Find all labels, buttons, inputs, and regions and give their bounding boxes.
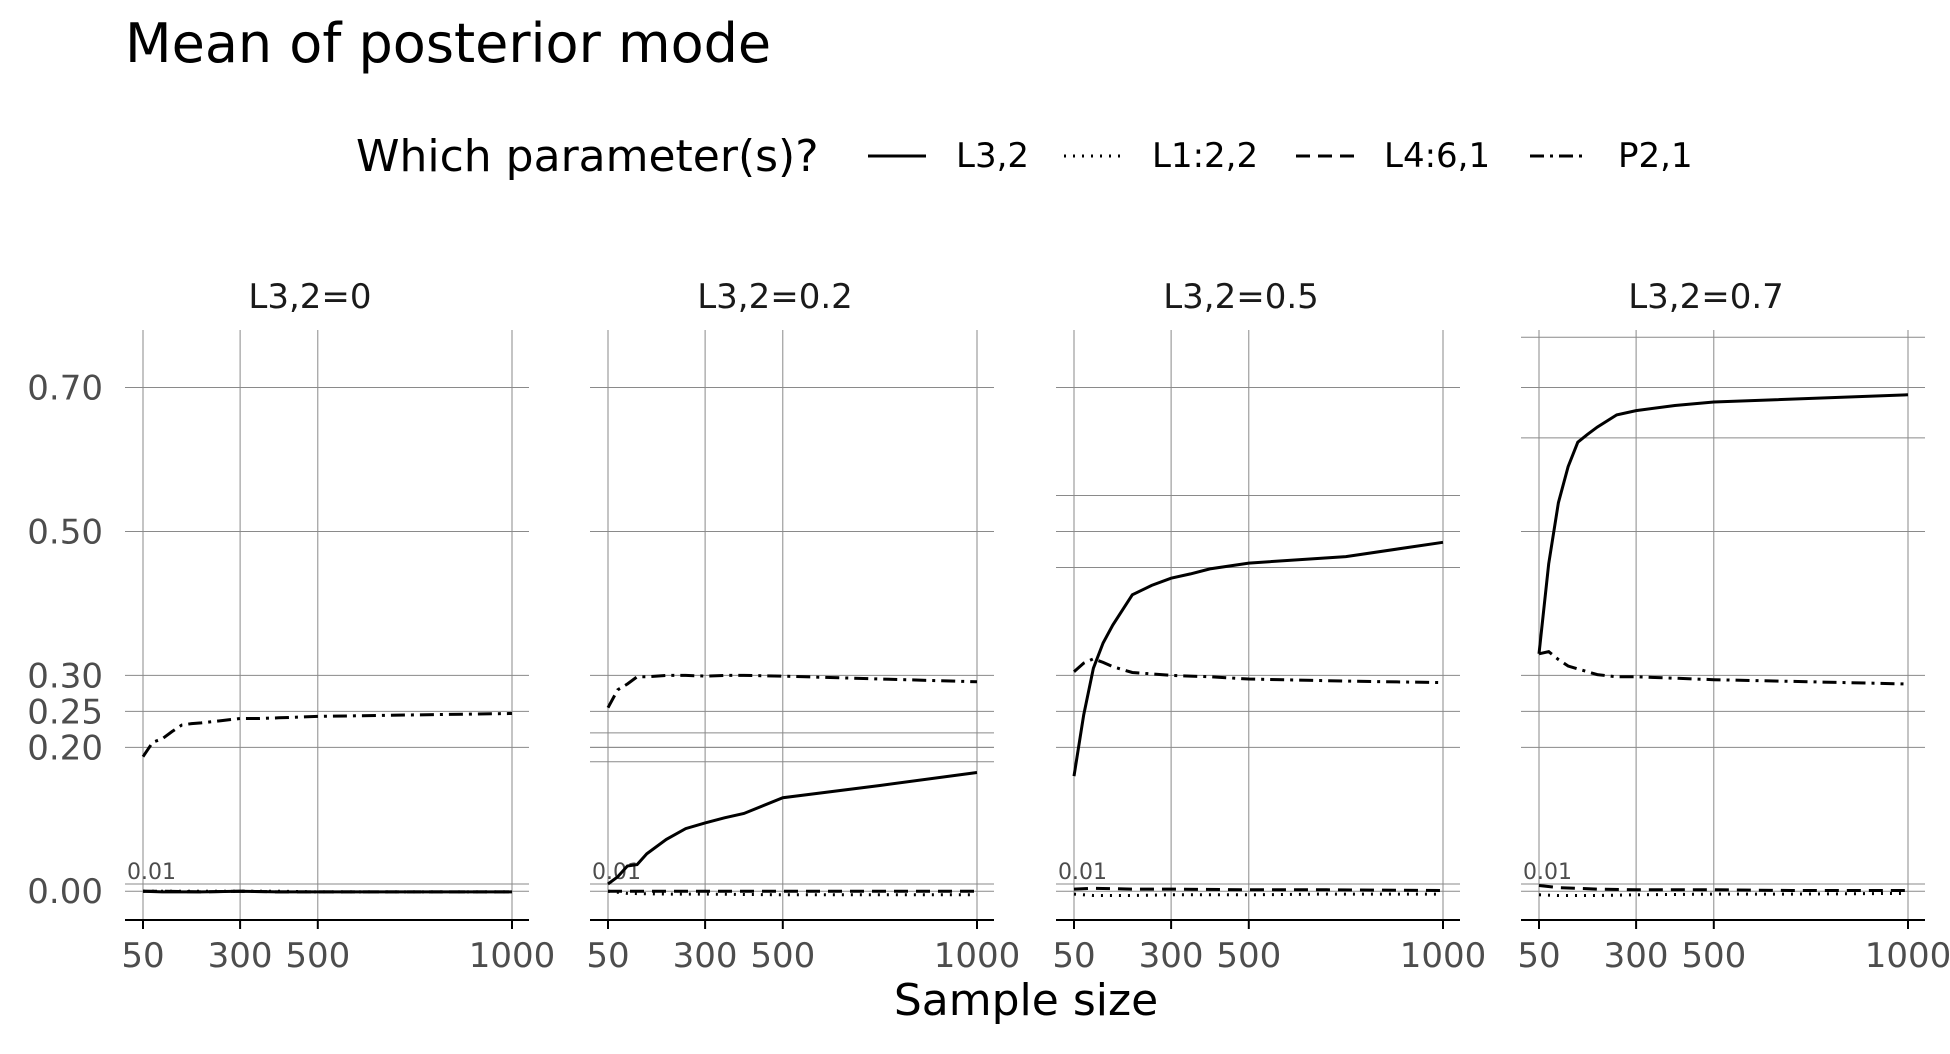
y-tick-label: 0.30 (27, 656, 103, 696)
x-tick-label: 1000 (1865, 936, 1950, 976)
panels: L3,2=0 50 300 500 1000 0.01 L3,2=0.2 50 300 500 10… (121, 277, 1950, 976)
series-line-l4-6-1 (1538, 884, 1908, 892)
x-tick-label: 500 (285, 936, 350, 976)
legend-label-2: L4:6,1 (1384, 136, 1490, 176)
legend-label-3: P2,1 (1618, 136, 1693, 176)
x-tick-label: 50 (121, 936, 164, 976)
series-line-l3-2 (1072, 540, 1444, 777)
reference-annotation: 0.01 (127, 860, 176, 885)
reference-annotation: 0.01 (1523, 860, 1572, 885)
series-line-l4-6-1 (1073, 886, 1444, 892)
x-tick-label: 1000 (1400, 936, 1487, 976)
panel-strip-label: L3,2=0 (248, 277, 371, 317)
y-tick-label: 0.25 (27, 692, 103, 732)
y-tick-label: 0.00 (27, 872, 103, 912)
x-tick-label: 500 (1681, 936, 1746, 976)
panel-0: L3,2=0 50 300 500 1000 0.01 (121, 277, 555, 976)
series-line-p2-1 (1072, 657, 1444, 685)
x-tick-label: 300 (1604, 936, 1669, 976)
legend-title: Which parameter(s)? (356, 131, 819, 182)
x-tick-label: 500 (750, 936, 815, 976)
series-line-l3-2 (1537, 393, 1909, 654)
x-tick-label: 300 (1139, 936, 1204, 976)
chart-title: Mean of posterior mode (125, 12, 771, 75)
x-tick-label: 1000 (469, 936, 556, 976)
series-line-p2-1 (606, 673, 978, 709)
legend-label-1: L1:2,2 (1152, 136, 1258, 176)
series-line-p2-1 (1538, 649, 1909, 686)
series-line-l4-6-1 (143, 889, 512, 894)
panel-strip-label: L3,2=0.5 (1163, 277, 1319, 317)
reference-annotation: 0.01 (1058, 860, 1107, 885)
x-tick-label: 1000 (934, 936, 1021, 976)
series-line-l1-2-2 (1073, 892, 1443, 897)
x-tick-label: 300 (673, 936, 738, 976)
x-tick-label: 50 (1517, 936, 1560, 976)
panel-strip-label: L3,2=0.7 (1628, 277, 1784, 317)
y-tick-label: 0.20 (27, 728, 103, 768)
x-tick-label: 50 (586, 936, 629, 976)
x-tick-label: 50 (1052, 936, 1095, 976)
x-tick-label: 500 (1216, 936, 1281, 976)
panel-3: L3,2=0.7 50 300 500 1000 0.01 (1517, 277, 1950, 976)
legend-label-0: L3,2 (956, 136, 1029, 176)
x-tick-label: 300 (208, 936, 273, 976)
y-tick-label: 0.50 (27, 512, 103, 552)
series-line-p2-1 (141, 712, 513, 758)
legend: Which parameter(s)? L3,2 L1:2,2 L4:6,1 P2,1 (356, 131, 1693, 182)
series-line-l1-2-2 (607, 889, 977, 897)
series-line-l1-2-2 (1538, 891, 1909, 897)
panel-2: L3,2=0.5 50 300 500 1000 0.01 (1052, 277, 1486, 976)
series-line-l3-2 (607, 771, 978, 886)
x-axis-label: Sample size (894, 975, 1158, 1026)
panel-strip-label: L3,2=0.2 (697, 277, 853, 317)
y-tick-label: 0.70 (27, 369, 103, 409)
